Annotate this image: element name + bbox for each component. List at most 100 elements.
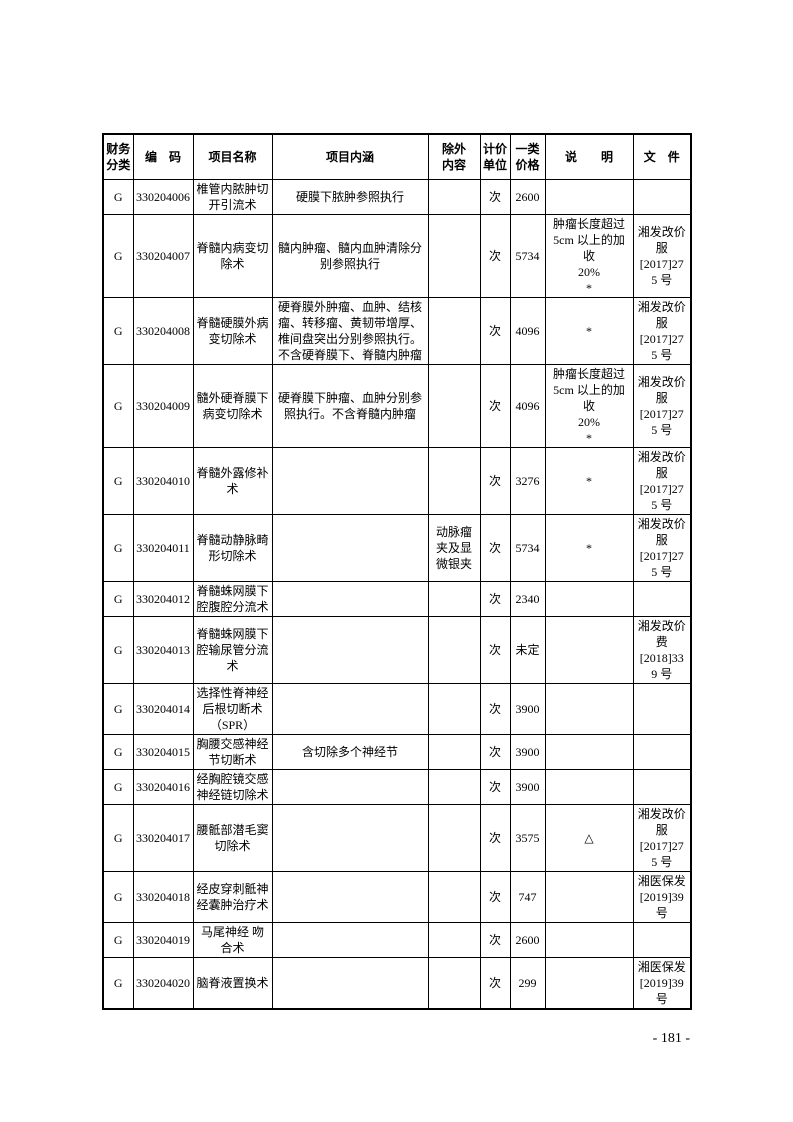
cell-code: 330204020 xyxy=(132,957,194,1010)
cell-note xyxy=(544,957,634,1010)
column-header-finance-class: 财务 分类 xyxy=(102,133,134,180)
cell-exclusion xyxy=(427,364,481,448)
cell-item-name: 脊髓动静脉畸形切除术 xyxy=(192,514,273,582)
cell-item-content: 髓内肿瘤、髓内血肿清除分别参照执行 xyxy=(271,214,429,298)
table-row: G 330204010 脊髓外露修补术 次 3276 * 湘发改价 服 [201… xyxy=(102,447,692,515)
column-header-code: 编 码 xyxy=(132,133,194,180)
table-row: G 330204020 脑脊液置换术 次 299 湘医保发 [2019]39 号 xyxy=(102,957,692,1010)
cell-note xyxy=(544,769,634,805)
table-row: G 330204019 马尾神经 吻合术 次 2600 xyxy=(102,922,692,958)
cell-note xyxy=(544,683,634,735)
cell-price: 4096 xyxy=(509,364,546,448)
table-row: G 330204006 椎管内脓肿切开引流术 硬膜下脓肿参照执行 次 2600 xyxy=(102,179,692,215)
cell-note: * xyxy=(544,447,634,515)
cell-unit: 次 xyxy=(479,581,511,617)
cell-item-name: 脊髓蛛网膜下腔输尿管分流术 xyxy=(192,616,273,684)
cell-note: * xyxy=(544,514,634,582)
cell-exclusion xyxy=(427,297,481,365)
column-header-unit: 计价 单位 xyxy=(479,133,511,180)
cell-code: 330204011 xyxy=(132,514,194,582)
cell-unit: 次 xyxy=(479,922,511,958)
cell-unit: 次 xyxy=(479,447,511,515)
column-header-item-name: 项目名称 xyxy=(192,133,273,180)
cell-item-content xyxy=(271,447,429,515)
table-row: G 330204008 脊髓硬膜外病变切除术 硬脊膜外肿瘤、血肿、结核瘤、转移瘤… xyxy=(102,297,692,365)
table-row: G 330204007 脊髓内病变切除术 髓内肿瘤、髓内血肿清除分别参照执行 次… xyxy=(102,214,692,298)
cell-finance-class: G xyxy=(102,734,134,770)
cell-item-content xyxy=(271,581,429,617)
cell-file xyxy=(632,769,692,805)
column-header-note: 说 明 xyxy=(544,133,634,180)
cell-code: 330204017 xyxy=(132,804,194,872)
column-header-price: 一类 价格 xyxy=(509,133,546,180)
cell-price: 3276 xyxy=(509,447,546,515)
table-header-row: 财务 分类 编 码 项目名称 项目内涵 除外 内容 计价 单位 一类 价格 说 … xyxy=(102,133,692,180)
cell-item-name: 椎管内脓肿切开引流术 xyxy=(192,179,273,215)
cell-exclusion xyxy=(427,804,481,872)
cell-note xyxy=(544,734,634,770)
cell-exclusion xyxy=(427,447,481,515)
cell-item-content: 硬脊膜下肿瘤、血肿分别参照执行。不含脊髓内肿瘤 xyxy=(271,364,429,448)
cell-unit: 次 xyxy=(479,297,511,365)
cell-finance-class: G xyxy=(102,616,134,684)
cell-file: 湘发改价 服 [2017]27 5 号 xyxy=(632,804,692,872)
cell-finance-class: G xyxy=(102,871,134,923)
cell-code: 330204014 xyxy=(132,683,194,735)
cell-note xyxy=(544,871,634,923)
cell-unit: 次 xyxy=(479,871,511,923)
cell-file: 湘发改价 服 [2017]27 5 号 xyxy=(632,297,692,365)
cell-item-content xyxy=(271,922,429,958)
cell-price: 5734 xyxy=(509,514,546,582)
cell-exclusion xyxy=(427,734,481,770)
cell-item-name: 经胸腔镜交感神经链切除术 xyxy=(192,769,273,805)
cell-item-name: 经皮穿刺骶神经囊肿治疗术 xyxy=(192,871,273,923)
cell-finance-class: G xyxy=(102,297,134,365)
cell-finance-class: G xyxy=(102,364,134,448)
cell-note xyxy=(544,179,634,215)
cell-unit: 次 xyxy=(479,179,511,215)
cell-unit: 次 xyxy=(479,616,511,684)
cell-code: 330204015 xyxy=(132,734,194,770)
cell-note: * xyxy=(544,297,634,365)
cell-price: 2340 xyxy=(509,581,546,617)
cell-file: 湘发改价 服 [2017]27 5 号 xyxy=(632,447,692,515)
column-header-item-content: 项目内涵 xyxy=(271,133,429,180)
cell-note xyxy=(544,922,634,958)
cell-unit: 次 xyxy=(479,683,511,735)
column-header-file: 文 件 xyxy=(632,133,692,180)
cell-file: 湘医保发 [2019]39 号 xyxy=(632,871,692,923)
cell-price: 3900 xyxy=(509,734,546,770)
cell-file: 湘发改价 服 [2017]27 5 号 xyxy=(632,214,692,298)
cell-file: 湘医保发 [2019]39 号 xyxy=(632,957,692,1010)
cell-exclusion xyxy=(427,179,481,215)
cell-item-content xyxy=(271,871,429,923)
cell-item-name: 髓外硬脊膜下病变切除术 xyxy=(192,364,273,448)
cell-item-content: 硬膜下脓肿参照执行 xyxy=(271,179,429,215)
cell-code: 330204018 xyxy=(132,871,194,923)
page-number: - 181 - xyxy=(652,1031,690,1046)
cell-item-content: 硬脊膜外肿瘤、血肿、结核瘤、转移瘤、黄韧带增厚、椎间盘突出分别参照执行。不含硬脊… xyxy=(271,297,429,365)
cell-price: 747 xyxy=(509,871,546,923)
fee-schedule-table: 财务 分类 编 码 项目名称 项目内涵 除外 内容 计价 单位 一类 价格 说 … xyxy=(102,133,692,1010)
cell-file xyxy=(632,922,692,958)
cell-unit: 次 xyxy=(479,364,511,448)
cell-item-name: 胸腰交感神经节切断术 xyxy=(192,734,273,770)
cell-exclusion xyxy=(427,214,481,298)
cell-finance-class: G xyxy=(102,804,134,872)
cell-price: 4096 xyxy=(509,297,546,365)
cell-item-name: 脊髓外露修补术 xyxy=(192,447,273,515)
cell-price: 5734 xyxy=(509,214,546,298)
cell-note: 肿瘤长度超过 5cm 以上的加收 20% * xyxy=(544,364,634,448)
cell-file xyxy=(632,683,692,735)
cell-item-content xyxy=(271,957,429,1010)
cell-item-content xyxy=(271,683,429,735)
cell-finance-class: G xyxy=(102,214,134,298)
cell-price: 3900 xyxy=(509,683,546,735)
cell-unit: 次 xyxy=(479,514,511,582)
cell-code: 330204008 xyxy=(132,297,194,365)
cell-unit: 次 xyxy=(479,214,511,298)
cell-finance-class: G xyxy=(102,683,134,735)
cell-item-content xyxy=(271,514,429,582)
cell-price: 2600 xyxy=(509,922,546,958)
